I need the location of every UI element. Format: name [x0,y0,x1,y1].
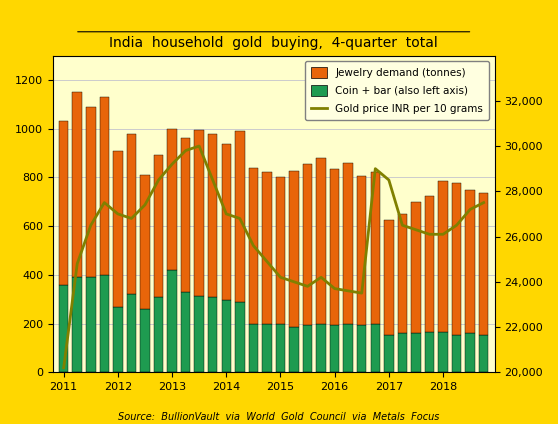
Bar [235,131,244,301]
Bar [127,134,136,294]
Bar [140,175,150,309]
Bar [249,324,258,372]
Bar [411,202,421,333]
Bar [181,138,190,292]
Title: India  household  gold  buying,  4-quarter  total: India household gold buying, 4-quarter t… [109,36,438,50]
Bar [438,332,448,372]
Bar [357,325,367,372]
Bar [86,107,95,277]
Bar [303,325,312,372]
Bar [438,181,448,332]
Bar [113,151,123,307]
Bar [99,275,109,372]
Bar [194,296,204,372]
Bar [425,332,434,372]
Bar [330,325,339,372]
Bar [344,324,353,372]
Bar [398,214,407,333]
Bar [344,163,353,324]
Bar [411,333,421,372]
Bar [371,324,380,372]
Text: Source:  BullionVault  via  World  Gold  Council  via  Metals  Focus: Source: BullionVault via World Gold Coun… [118,412,440,422]
Bar [262,173,272,324]
Bar [452,335,461,372]
Bar [465,190,475,333]
Legend: Jewelry demand (tonnes), Coin + bar (also left axis), Gold price INR per 10 gram: Jewelry demand (tonnes), Coin + bar (als… [305,61,489,120]
Bar [479,193,488,335]
Bar [330,169,339,325]
Bar [167,270,177,372]
Bar [262,324,272,372]
Bar [479,335,488,372]
Bar [99,97,109,275]
Bar [194,130,204,296]
Bar [452,184,461,335]
Bar [222,145,231,301]
Bar [276,324,285,372]
Bar [167,128,177,270]
Bar [425,195,434,332]
Bar [59,285,69,372]
Bar [73,92,82,277]
Bar [465,333,475,372]
Bar [154,156,163,297]
Bar [398,333,407,372]
Bar [384,220,393,335]
Bar [289,327,299,372]
Bar [371,173,380,324]
Bar [249,167,258,324]
Bar [235,301,244,372]
Bar [86,277,95,372]
Bar [208,297,218,372]
Bar [357,176,367,325]
Bar [316,324,326,372]
Bar [289,171,299,327]
Bar [181,292,190,372]
Bar [73,277,82,372]
Bar [316,158,326,324]
Bar [140,309,150,372]
Bar [113,307,123,372]
Bar [208,134,218,297]
Bar [127,294,136,372]
Bar [276,177,285,324]
Bar [59,121,69,285]
Bar [222,301,231,372]
Bar [384,335,393,372]
Bar [154,297,163,372]
Bar [303,164,312,325]
